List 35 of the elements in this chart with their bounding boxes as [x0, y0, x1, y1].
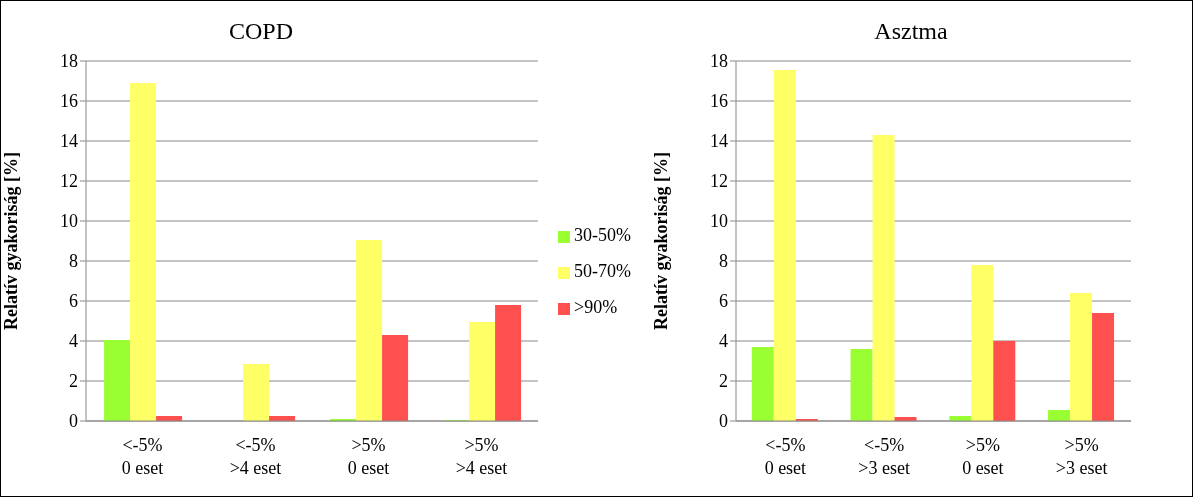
- y-tick-label: 18: [710, 51, 728, 72]
- x-tick-label: >5% 0 eset: [962, 435, 1004, 478]
- x-tick-label: >5% >4 eset: [455, 435, 508, 478]
- y-tick-label: 0: [719, 411, 728, 432]
- y-tick-label: 10: [710, 211, 728, 232]
- chart-title: Asztma: [873, 17, 949, 46]
- y-tick-label: 0: [69, 411, 78, 432]
- legend-label: 50-70%: [574, 261, 631, 281]
- y-tick-label: 10: [60, 211, 78, 232]
- legend-label: >90%: [574, 297, 618, 317]
- y-tick-label: 6: [69, 291, 78, 312]
- y-axis-title: Relatív gyakoriság [%]: [1, 152, 22, 330]
- y-tick-label: 14: [710, 131, 728, 152]
- x-tick-label: <-5% >3 eset: [858, 435, 910, 478]
- x-tick-label: <-5% >4 eset: [229, 435, 282, 478]
- y-tick-label: 2: [69, 371, 78, 392]
- y-tick-label: 6: [719, 291, 728, 312]
- x-tick-label: <-5% 0 eset: [121, 435, 164, 478]
- y-tick-label: 8: [69, 251, 78, 272]
- legend-label: 30-50%: [574, 225, 631, 245]
- x-tick-label: <-5% 0 eset: [764, 435, 807, 478]
- y-tick-label: 12: [710, 171, 728, 192]
- x-tick-label: >5% 0 eset: [347, 435, 390, 478]
- y-tick-label: 16: [60, 91, 78, 112]
- y-tick-label: 16: [710, 91, 728, 112]
- y-tick-label: 8: [719, 251, 728, 272]
- y-tick-label: 12: [60, 171, 78, 192]
- y-axis-title: Relatív gyakoriság [%]: [651, 152, 672, 330]
- y-tick-label: 14: [60, 131, 78, 152]
- y-tick-label: 2: [719, 371, 728, 392]
- y-tick-label: 4: [69, 331, 78, 352]
- x-tick-label: >5% >3 eset: [1055, 435, 1108, 478]
- y-tick-label: 18: [60, 51, 78, 72]
- chart-title: COPD: [228, 17, 294, 46]
- y-tick-label: 4: [719, 331, 728, 352]
